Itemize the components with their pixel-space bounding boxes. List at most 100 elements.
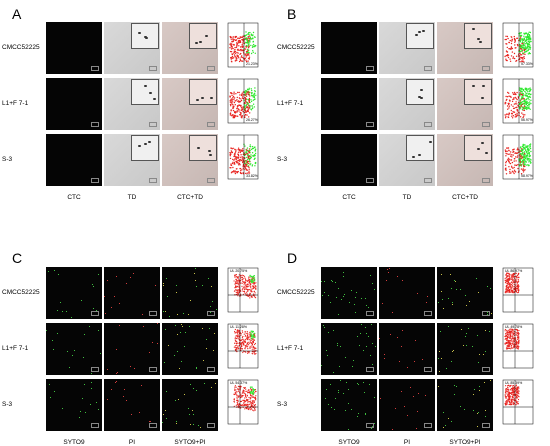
- bacterium-spot: [195, 98, 199, 101]
- fluor-spot: [452, 350, 454, 352]
- fluor-spot: [193, 388, 195, 390]
- bacterium-spot: [428, 141, 432, 144]
- fluor-spot: [176, 423, 178, 425]
- fluor-spot: [324, 281, 325, 283]
- fluor-spot: [185, 331, 187, 333]
- micrograph-tile: [162, 267, 218, 319]
- fluor-spot: [150, 421, 151, 423]
- bacterium-spot: [419, 96, 423, 99]
- micrograph-tile: [162, 323, 218, 375]
- fluor-spot: [61, 311, 63, 313]
- column-label: CTC+TD: [177, 194, 203, 201]
- fluor-spot: [79, 416, 81, 418]
- scale-bar: [366, 122, 374, 127]
- fluor-spot: [477, 291, 479, 293]
- fluor-spot: [334, 408, 335, 410]
- panel-letter-d: D: [287, 250, 298, 266]
- fluor-spot: [402, 329, 404, 331]
- fluor-spot: [454, 394, 456, 396]
- gate-percentage: 26.27%: [246, 118, 258, 122]
- fluor-spot: [459, 405, 461, 407]
- flow-cytometry-plot: 56.97%: [497, 78, 534, 130]
- fluor-spot: [105, 312, 107, 314]
- scale-bar: [91, 423, 99, 428]
- bacterium-spot: [472, 84, 476, 87]
- fluor-spot: [332, 281, 333, 283]
- fluor-spot: [345, 410, 347, 412]
- bacterium-spot: [199, 40, 203, 43]
- fluor-spot: [443, 426, 445, 428]
- flow-cytometry-plot: UL 11.28%: [222, 323, 259, 375]
- fluor-spot: [385, 279, 387, 281]
- fluor-spot: [486, 311, 488, 313]
- scale-bar: [482, 367, 490, 372]
- fluor-spot: [357, 335, 359, 337]
- fluor-spot: [452, 303, 454, 305]
- flow-cytometry-plot: 57.33%: [497, 22, 534, 74]
- fluor-spot: [372, 364, 374, 366]
- fluor-spot: [107, 280, 109, 282]
- scale-bar: [366, 66, 374, 71]
- fluor-spot: [406, 415, 408, 417]
- micrograph-tile: [437, 22, 493, 74]
- micrograph-tile: [104, 379, 160, 431]
- fluor-spot: [365, 297, 367, 299]
- fluor-spot: [476, 412, 478, 414]
- fluor-spot: [196, 286, 197, 287]
- fluor-spot: [358, 384, 360, 386]
- micrograph-tile: [437, 267, 493, 319]
- fluor-spot: [365, 412, 367, 414]
- row-label: L1+F 7-1: [277, 345, 304, 352]
- fluor-spot: [372, 343, 373, 345]
- fluor-spot: [473, 409, 475, 411]
- column-label: CTC: [342, 194, 356, 201]
- zoom-inset: [406, 79, 434, 105]
- fluor-spot: [476, 425, 478, 427]
- fluor-spot: [328, 403, 329, 405]
- scale-bar: [366, 423, 374, 428]
- fluor-spot: [453, 350, 455, 352]
- fluor-spot: [84, 383, 85, 385]
- fluor-spot: [177, 350, 179, 352]
- fluor-spot: [485, 415, 487, 417]
- fluor-spot: [372, 282, 373, 284]
- fluor-spot: [489, 331, 491, 333]
- micrograph-tile: [162, 78, 218, 130]
- fluor-spot: [111, 388, 113, 390]
- zoom-inset: [464, 79, 492, 105]
- column-label: TD: [402, 194, 412, 201]
- scale-bar: [482, 122, 490, 127]
- fluor-spot: [490, 312, 492, 314]
- fluor-spot: [425, 395, 427, 396]
- fluor-spot: [115, 349, 117, 350]
- fluor-spot: [390, 333, 392, 335]
- fluor-spot: [176, 285, 177, 286]
- fluor-spot: [438, 371, 440, 373]
- scale-bar: [424, 311, 432, 316]
- flow-cytometry-plot: UL 54.37%: [222, 379, 259, 431]
- fluor-spot: [50, 396, 52, 398]
- flow-plot-svg: [502, 267, 534, 313]
- fluor-spot: [365, 414, 367, 416]
- fluor-spot: [52, 339, 54, 341]
- fluor-spot: [81, 300, 83, 302]
- fluor-spot: [187, 408, 189, 410]
- scale-bar: [149, 66, 157, 71]
- fluor-spot: [355, 297, 357, 299]
- fluor-spot: [417, 292, 419, 294]
- fluor-spot: [406, 366, 408, 368]
- bacterium-spot: [422, 30, 426, 33]
- fluor-spot: [366, 304, 367, 306]
- fluor-spot: [98, 274, 100, 276]
- zoom-inset: [464, 23, 492, 49]
- scale-bar: [482, 178, 490, 183]
- row-label: S-3: [277, 156, 288, 163]
- fluor-spot: [72, 355, 73, 357]
- flow-cytometry-plot: 26.27%: [222, 78, 259, 130]
- fluor-spot: [344, 294, 346, 295]
- scale-bar: [91, 311, 99, 316]
- fluor-spot: [351, 290, 353, 292]
- fluor-spot: [130, 365, 132, 367]
- panel-d: D CMCC52225 UL 86.97% L1+F 7-1 UL 49.78% S-3 U…: [275, 212, 550, 446]
- fluor-spot: [418, 393, 420, 395]
